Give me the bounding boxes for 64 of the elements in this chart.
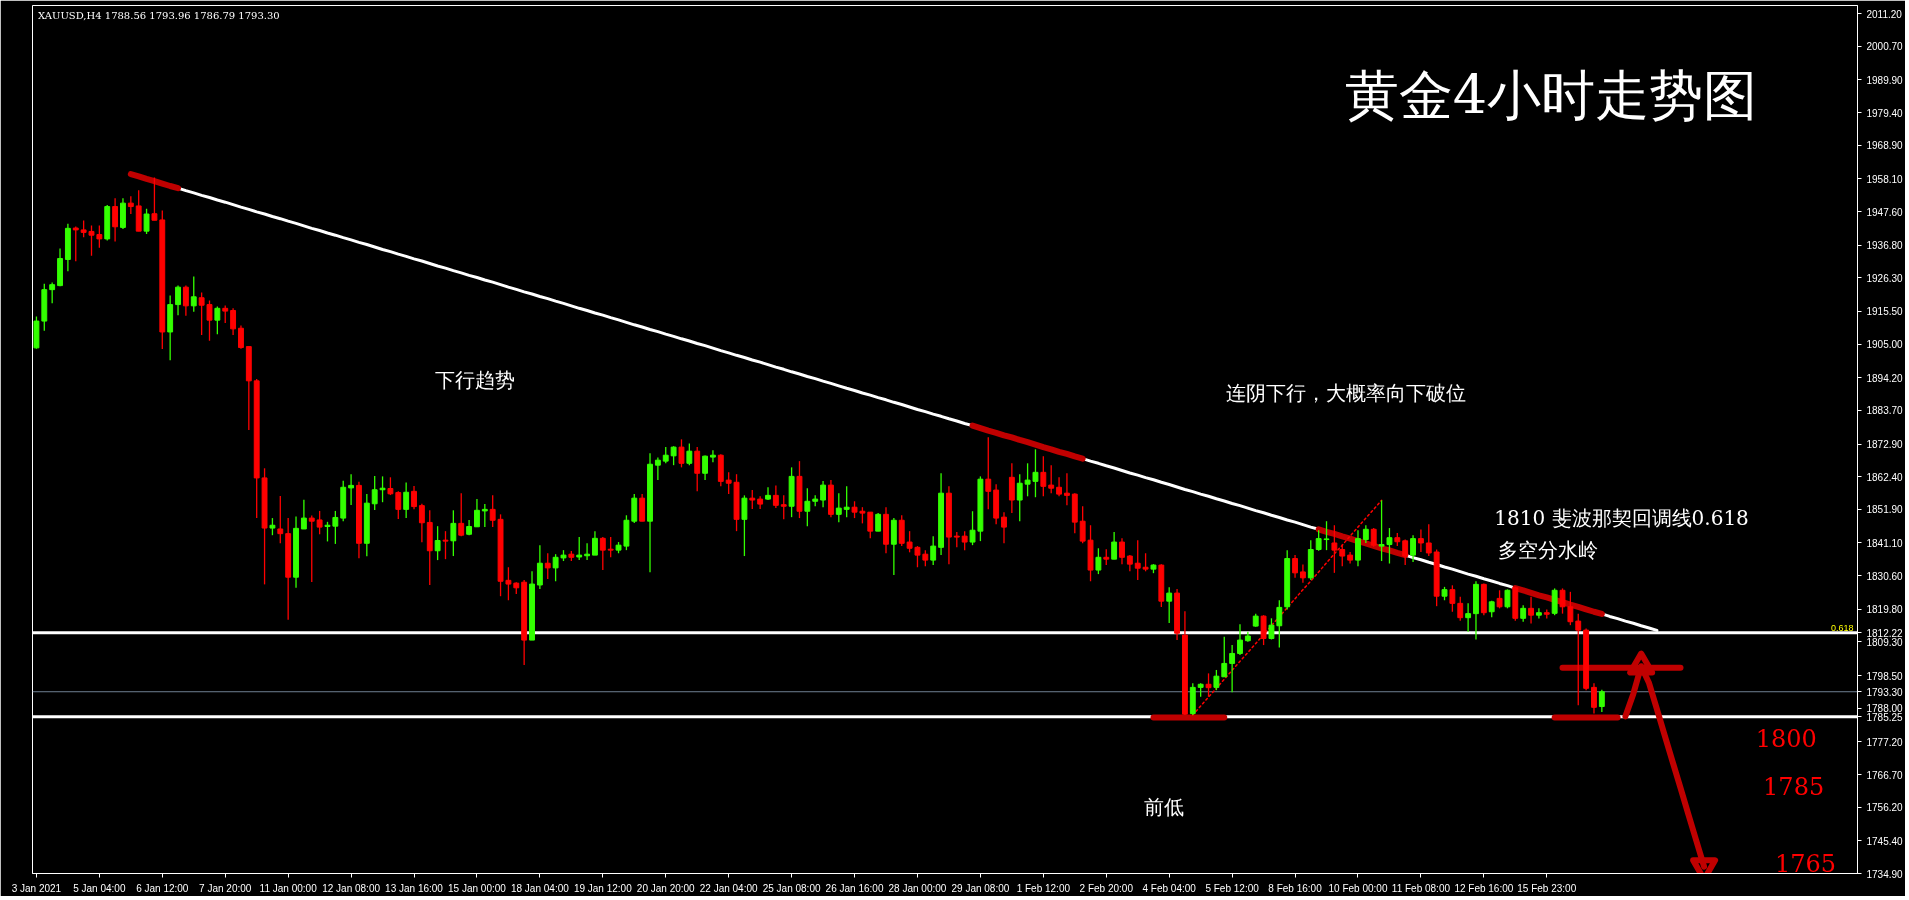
- x-tick-label: 26 Jan 16:00: [825, 882, 884, 894]
- y-tick-label: 1809.30: [1866, 636, 1904, 648]
- annotation: 多空分水岭: [1497, 537, 1598, 562]
- annotation: XAUUSD,H4 1788.56 1793.96 1786.79 1793.30: [37, 9, 280, 21]
- y-tick-label: 1830.60: [1866, 570, 1904, 582]
- y-tick-label: 1872.90: [1866, 439, 1904, 451]
- x-tick-label: 20 Jan 20:00: [636, 882, 696, 894]
- y-tick-label: 2011.20: [1866, 8, 1903, 20]
- x-tick-label: 15 Feb 23:00: [1517, 882, 1577, 894]
- annotation: 1800: [1755, 725, 1817, 754]
- y-tick-label: 1819.80: [1866, 604, 1904, 616]
- y-tick-label: 1947.60: [1866, 206, 1904, 218]
- y-tick-label: 1862.40: [1866, 471, 1904, 483]
- x-tick-label: 12 Jan 08:00: [322, 882, 381, 894]
- annotation: 前低: [1144, 794, 1184, 819]
- annotation: 下行趋势: [435, 368, 516, 393]
- y-tick-label: 2000.70: [1866, 41, 1904, 53]
- x-tick-label: 4 Feb 04:00: [1142, 882, 1197, 894]
- y-tick-label: 1812.22: [1866, 627, 1904, 639]
- x-tick-label: 11 Feb 08:00: [1391, 882, 1451, 894]
- y-tick-label: 1958.10: [1866, 173, 1904, 185]
- x-tick-label: 8 Feb 16:00: [1268, 882, 1323, 894]
- y-tick-label: 1968.90: [1866, 140, 1904, 152]
- y-tick-label: 1793.30: [1866, 686, 1904, 698]
- y-tick-label: 1766.70: [1866, 769, 1904, 781]
- x-tick-label: 1 Feb 12:00: [1016, 882, 1071, 894]
- y-tick-label: 1883.70: [1866, 405, 1904, 417]
- x-tick-label: 7 Jan 20:00: [199, 882, 252, 894]
- x-tick-label: 13 Jan 16:00: [385, 882, 444, 894]
- y-tick-label: 1894.20: [1866, 372, 1904, 384]
- x-tick-label: 25 Jan 08:00: [762, 882, 821, 894]
- x-tick-label: 2 Feb 20:00: [1079, 882, 1134, 894]
- text: 黄金4小时走势图: [1344, 64, 1758, 128]
- annotation: 连阴下行，大概率向下破位: [1226, 381, 1467, 406]
- x-tick-label: 15 Jan 00:00: [448, 882, 507, 894]
- y-tick-label: 1905.00: [1866, 339, 1904, 351]
- x-tick-label: 5 Feb 12:00: [1205, 882, 1260, 894]
- x-tick-label: 12 Feb 16:00: [1454, 882, 1514, 894]
- y-tick-label: 1841.10: [1866, 537, 1904, 549]
- y-tick-label: 1915.50: [1866, 306, 1904, 318]
- y-tick-label: 1756.20: [1866, 802, 1904, 814]
- annotation: 1785: [1763, 772, 1825, 801]
- y-tick-label: 1798.50: [1866, 670, 1904, 682]
- annotation: 1810 斐波那契回调线0.618: [1494, 506, 1749, 531]
- y-tick-label: 1989.90: [1866, 74, 1904, 86]
- y-tick-label: 1926.30: [1866, 272, 1904, 284]
- y-tick-label: 1745.40: [1866, 835, 1904, 847]
- x-tick-label: 11 Jan 00:00: [259, 882, 318, 894]
- x-tick-label: 3 Jan 2021: [11, 882, 62, 894]
- y-tick-label: 1936.80: [1866, 240, 1904, 252]
- x-tick-label: 6 Jan 12:00: [136, 882, 189, 894]
- x-tick-label: 10 Feb 00:00: [1328, 882, 1388, 894]
- y-tick-label: 1734.90: [1866, 868, 1904, 880]
- y-tick-label: 1851.90: [1866, 504, 1904, 516]
- annotation: 1765: [1774, 850, 1837, 879]
- x-tick-label: 22 Jan 04:00: [699, 882, 759, 894]
- x-tick-label: 18 Jan 04:00: [510, 882, 570, 894]
- annotation: 0.618: [1830, 622, 1854, 633]
- x-tick-label: 29 Jan 08:00: [951, 882, 1010, 894]
- y-tick-label: 1777.20: [1866, 736, 1904, 748]
- x-tick-label: 5 Jan 04:00: [73, 882, 126, 894]
- y-tick-label: 1979.40: [1866, 107, 1904, 119]
- x-tick-label: 28 Jan 00:00: [888, 882, 947, 894]
- x-tick-label: 19 Jan 12:00: [573, 882, 633, 894]
